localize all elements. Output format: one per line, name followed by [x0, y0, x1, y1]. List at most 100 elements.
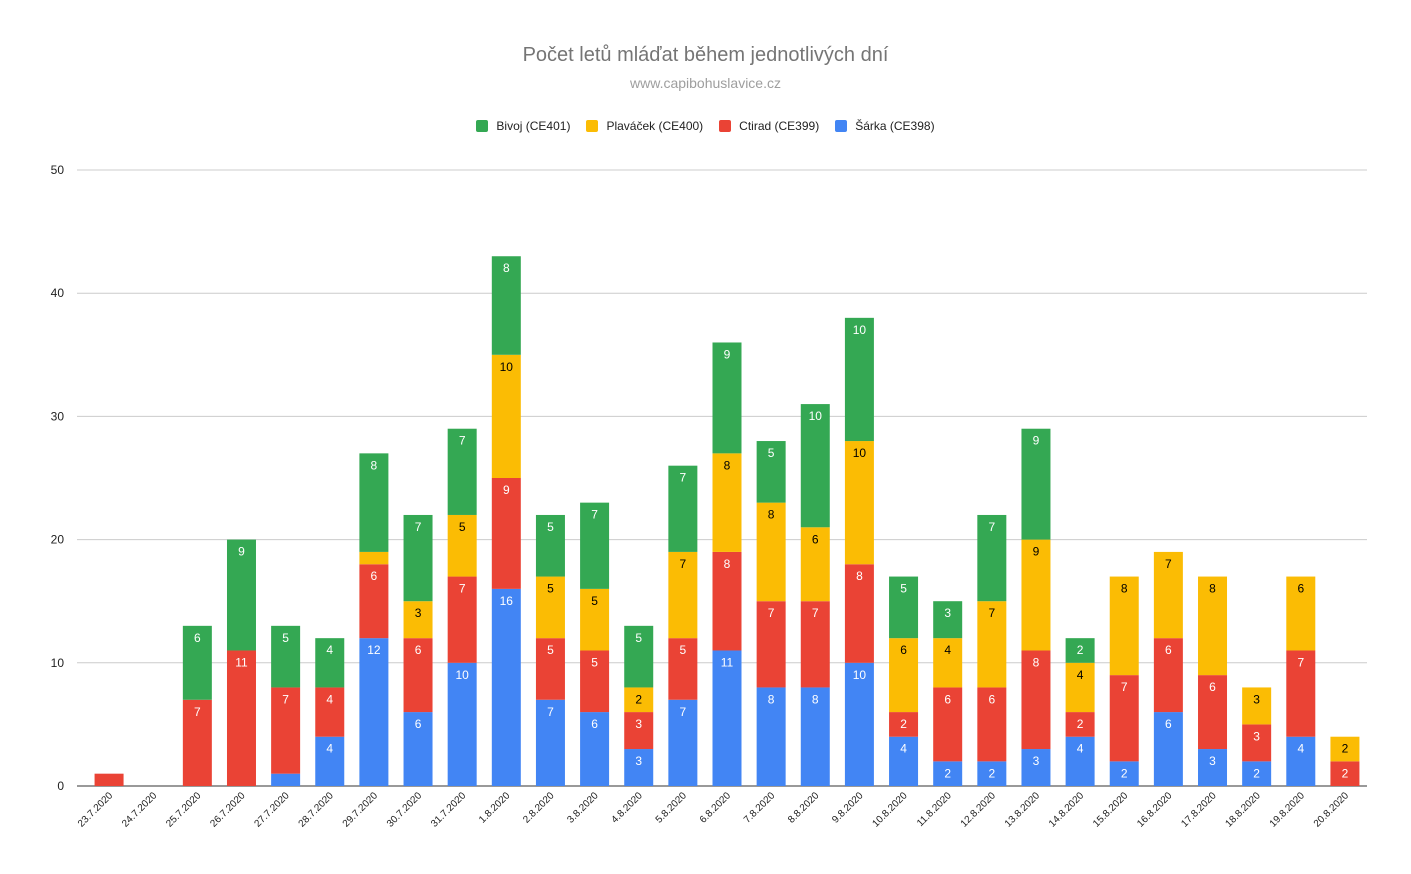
- bar-segment: [1286, 650, 1316, 737]
- bar-segment: [624, 687, 654, 713]
- bar-segment: [491, 588, 521, 786]
- x-tick-label: 17.8.2020: [1179, 790, 1219, 830]
- data-label: 7: [459, 434, 466, 448]
- x-tick-label: 19.8.2020: [1268, 790, 1308, 830]
- data-label: 7: [459, 582, 466, 596]
- data-label: 2: [1077, 643, 1084, 657]
- x-tick-label: 1.8.2020: [477, 790, 513, 826]
- bar-segment: [580, 650, 610, 713]
- data-label: 7: [415, 520, 422, 534]
- x-tick-label: 23.7.2020: [76, 790, 116, 830]
- bar-segment: [756, 601, 786, 688]
- legend-label: Ctirad (CE399): [739, 119, 820, 133]
- bar-segment: [844, 564, 874, 663]
- bar-segment: [182, 699, 212, 786]
- data-label: 2: [1253, 766, 1260, 780]
- bar-segment: [977, 514, 1007, 602]
- x-tick-label: 12.8.2020: [959, 790, 999, 830]
- data-label: 8: [1209, 582, 1216, 596]
- data-label: 3: [1033, 754, 1040, 768]
- x-tick-label: 14.8.2020: [1047, 790, 1087, 830]
- data-label: 5: [635, 631, 642, 645]
- bar-segment: [712, 551, 742, 651]
- data-label: 9: [1033, 545, 1040, 559]
- data-label: 7: [768, 606, 775, 620]
- data-label: 10: [455, 668, 469, 682]
- data-label: 5: [547, 643, 554, 657]
- data-label: 5: [768, 446, 775, 460]
- data-label: 6: [988, 692, 995, 706]
- x-tick-label: 27.7.2020: [252, 790, 292, 830]
- data-label: 2: [635, 692, 642, 706]
- bar-segment: [977, 761, 1007, 786]
- data-label: 5: [547, 520, 554, 534]
- data-label: 4: [1077, 668, 1084, 682]
- bar-segment: [1153, 638, 1183, 713]
- data-label: 2: [900, 717, 907, 731]
- data-label: 3: [944, 606, 951, 620]
- data-label: 3: [635, 754, 642, 768]
- x-tick-label: 5.8.2020: [654, 790, 690, 826]
- bar-segment: [844, 441, 874, 565]
- data-label: 6: [944, 692, 951, 706]
- legend-item: Ctirad (CE399): [719, 119, 819, 133]
- bar-segment: [1330, 761, 1360, 786]
- bar-segment: [933, 761, 963, 786]
- bar-segment: [844, 662, 874, 786]
- data-label: 6: [371, 569, 378, 583]
- legend-swatch: [719, 120, 732, 132]
- bar-segment: [182, 625, 212, 700]
- bar-segment: [1109, 675, 1139, 762]
- data-label: 6: [1297, 582, 1304, 596]
- data-label: 9: [238, 545, 245, 559]
- bar-segment: [1065, 638, 1095, 663]
- bar-segment: [1109, 761, 1139, 786]
- bar-segment: [226, 539, 256, 651]
- data-label: 11: [235, 655, 248, 669]
- legend-item: Šárka (CE398): [835, 119, 935, 133]
- chart-legend: Bivoj (CE401) Plaváček (CE400) Ctirad (CE3…: [0, 119, 1411, 133]
- x-tick-label: 6.8.2020: [698, 790, 734, 826]
- x-tick-label: 30.7.2020: [385, 790, 425, 830]
- data-label: 4: [1297, 742, 1304, 756]
- bar-segment: [933, 638, 963, 688]
- bar-segment: [491, 478, 521, 589]
- data-label: 3: [415, 606, 422, 620]
- bar-segment: [1153, 712, 1183, 786]
- data-label: 8: [1121, 582, 1128, 596]
- x-tick-label: 9.8.2020: [830, 790, 866, 826]
- data-label: 4: [326, 742, 333, 756]
- bar-segment: [403, 514, 433, 602]
- data-label: 7: [988, 606, 995, 620]
- legend-item: Bivoj (CE401): [476, 119, 570, 133]
- bar-segment: [535, 638, 565, 700]
- data-label: 12: [367, 643, 381, 657]
- bar-segment: [1021, 749, 1051, 786]
- x-tick-label: 25.7.2020: [164, 790, 204, 830]
- bar-segment: [1021, 539, 1051, 651]
- data-label: 4: [1077, 742, 1084, 756]
- data-label: 7: [812, 606, 819, 620]
- bar-segment: [359, 453, 389, 552]
- data-label: 8: [1033, 655, 1040, 669]
- bar-segment: [668, 551, 698, 639]
- bar-segment: [447, 662, 477, 786]
- bar-segment: [889, 736, 919, 786]
- chart-subtitle: www.capibohuslavice.cz: [630, 75, 781, 91]
- bar-segment: [315, 687, 345, 737]
- bar-segment: [1330, 736, 1360, 762]
- bar-segment: [756, 502, 786, 602]
- data-label: 7: [282, 692, 289, 706]
- bar-segment: [1198, 576, 1228, 676]
- x-tick-label: 8.8.2020: [786, 790, 822, 826]
- data-label: 10: [853, 323, 867, 337]
- data-label: 6: [591, 717, 598, 731]
- bar-segment: [447, 428, 477, 515]
- bar-segment: [712, 342, 742, 454]
- legend-swatch: [476, 120, 489, 132]
- data-label: 10: [809, 409, 823, 423]
- bar-segment: [933, 601, 963, 639]
- x-tick-label: 16.8.2020: [1135, 790, 1175, 830]
- bar-segment: [580, 502, 610, 589]
